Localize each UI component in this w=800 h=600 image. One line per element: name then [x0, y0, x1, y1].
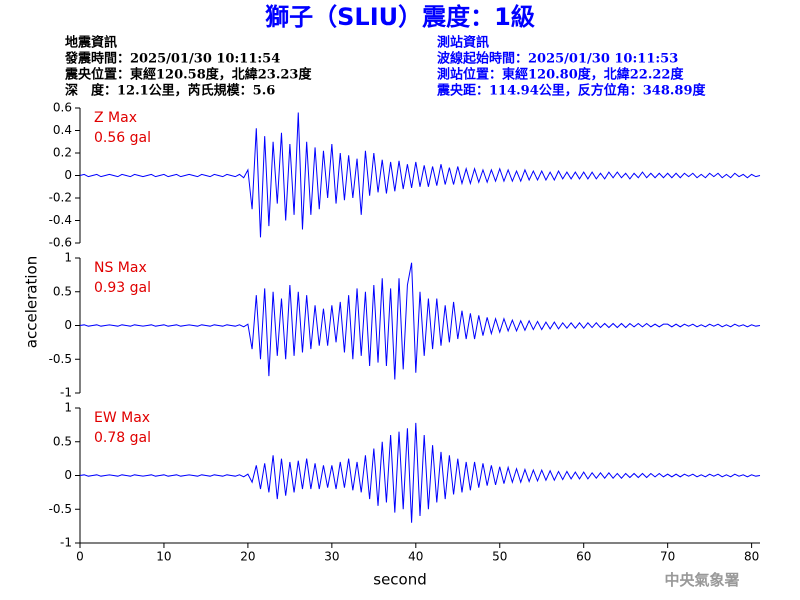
x-axis-label: second — [373, 571, 427, 589]
max-label: 0.56 gal — [94, 130, 151, 146]
x-tick-label: 50 — [492, 550, 507, 564]
y-tick-label: 0 — [64, 468, 72, 482]
x-tick-label: 10 — [156, 550, 171, 564]
y-tick-label: 0.5 — [53, 434, 72, 448]
y-tick-label: 0.6 — [53, 101, 72, 115]
quake-info: 地震資訊 發震時間：2025/01/30 10:11:54 震央位置：東經120… — [64, 35, 312, 99]
component-label: Z Max — [94, 110, 137, 126]
station-info: 測站資訊 波線起始時間：2025/01/30 10:11:53 測站位置：東經1… — [436, 35, 707, 99]
x-tick-label: 70 — [660, 550, 675, 564]
component-label: EW Max — [94, 410, 150, 426]
footer: 中央氣象署 — [664, 571, 739, 589]
x-tick-label: 20 — [240, 550, 255, 564]
y-tick-label: 1 — [64, 251, 72, 265]
max-label: 0.93 gal — [94, 280, 151, 296]
info-line: 測站資訊 — [437, 35, 489, 51]
y-tick-label: -0.2 — [49, 191, 72, 205]
x-tick-label: 30 — [324, 550, 339, 564]
y-axis-label: acceleration — [23, 256, 41, 348]
info-line: 深 度：12.1公里，芮氏規模：5.6 — [65, 83, 275, 99]
y-tick-label: 0 — [64, 318, 72, 332]
waveform — [79, 422, 761, 523]
info-line: 震央距：114.94公里，反方位角：348.89度 — [436, 83, 707, 99]
info-line: 震央位置：東經120.58度，北緯23.23度 — [64, 67, 312, 83]
y-tick-label: -0.4 — [49, 213, 72, 227]
title: 獅子（SLIU）震度：1級 — [265, 3, 535, 31]
y-tick-label: 0 — [64, 168, 72, 182]
x-tick-label: 60 — [576, 550, 591, 564]
y-tick-label: -0.5 — [49, 502, 72, 516]
x-tick-label: 80 — [744, 550, 759, 564]
info-line: 發震時間：2025/01/30 10:11:54 — [64, 51, 280, 67]
max-label: 0.78 gal — [94, 430, 151, 446]
waveform — [79, 262, 761, 380]
component-label: NS Max — [94, 260, 147, 276]
info-line: 測站位置：東經120.80度，北緯22.22度 — [437, 67, 684, 83]
info-line: 波線起始時間：2025/01/30 10:11:53 — [437, 51, 678, 67]
y-tick-label: 1 — [64, 401, 72, 415]
y-tick-label: 0.4 — [53, 123, 72, 137]
y-tick-label: -0.6 — [49, 236, 72, 250]
waveform — [79, 112, 761, 238]
x-tick-label: 0 — [76, 550, 84, 564]
y-tick-label: -0.5 — [49, 352, 72, 366]
x-tick-label: 40 — [408, 550, 423, 564]
y-tick-label: 0.2 — [53, 146, 72, 160]
y-tick-label: -1 — [60, 386, 72, 400]
y-tick-label: 0.5 — [53, 284, 72, 298]
info-line: 地震資訊 — [65, 35, 117, 51]
y-tick-label: -1 — [60, 536, 72, 550]
